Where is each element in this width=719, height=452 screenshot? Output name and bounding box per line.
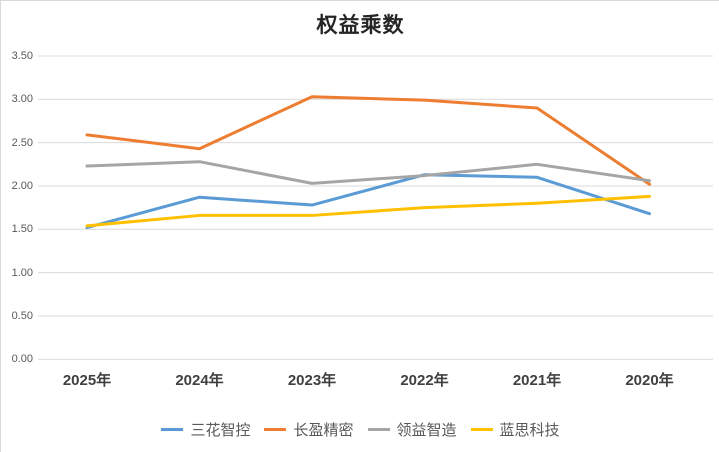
y-tick-label: 0.00 (11, 353, 33, 366)
y-tick-label: 2.00 (11, 179, 33, 192)
series-line-2 (85, 160, 651, 185)
y-tick-label: 3.00 (11, 93, 33, 106)
legend-label: 蓝思科技 (499, 422, 560, 439)
legend-item-2: 领益智造 (367, 419, 457, 440)
series-line-1 (85, 95, 651, 186)
y-tick-label: 1.50 (11, 223, 33, 236)
legend-item-3: 蓝思科技 (470, 419, 560, 440)
x-axis-label: 2024年 (175, 372, 224, 389)
legend-line-marker (367, 428, 390, 431)
legend-label: 领益智造 (396, 422, 457, 439)
y-tick-label: 0.50 (11, 309, 33, 322)
x-axis-label: 2022年 (400, 372, 449, 389)
legend-item-0: 三花智控 (161, 419, 250, 440)
legend: 三花智控 长盈精密 领益智造 蓝思科技 (1, 419, 719, 440)
legend-label: 长盈精密 (293, 422, 354, 439)
legend-line-marker (264, 428, 287, 431)
chart-title: 权益乘数 (316, 14, 405, 37)
y-tick-label: 1.00 (11, 266, 33, 279)
legend-item-1: 长盈精密 (264, 419, 354, 440)
legend-line-marker (470, 428, 493, 431)
series-line-0 (85, 173, 651, 230)
series-line-3 (85, 194, 651, 228)
x-axis-label: 2023年 (287, 372, 337, 389)
y-tick-label: 2.50 (11, 136, 33, 149)
x-axis-label: 2021年 (512, 372, 562, 389)
legend-line-marker (161, 428, 184, 431)
x-axis-label: 2025年 (62, 372, 112, 389)
legend-label: 三花智控 (190, 422, 251, 439)
y-tick-label: 3.50 (11, 49, 33, 62)
x-axis-label: 2020年 (625, 372, 674, 389)
